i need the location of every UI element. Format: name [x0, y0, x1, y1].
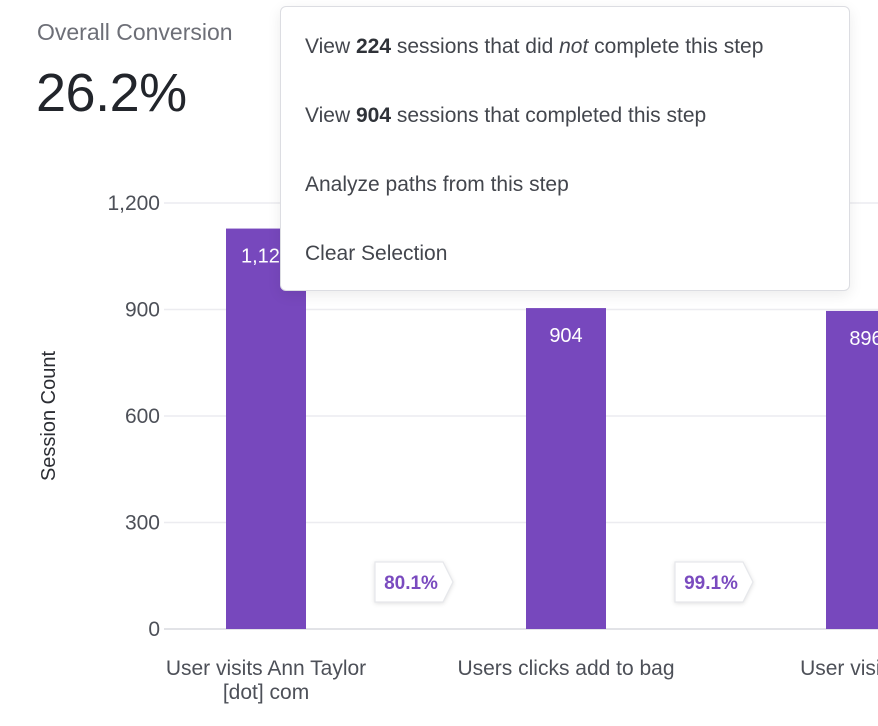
menu-text: sessions that completed this step — [391, 104, 707, 127]
y-tick-label: 1,200 — [107, 192, 160, 215]
view-completed-sessions-item[interactable]: View 904 sessions that completed this st… — [305, 104, 706, 128]
menu-text: View — [305, 104, 356, 127]
category-label: Users clicks add to bag — [457, 657, 674, 680]
bar — [526, 308, 606, 629]
overall-conversion-label: Overall Conversion — [37, 19, 233, 45]
y-axis-label: Session Count — [38, 351, 60, 482]
incomplete-count: 224 — [355, 35, 392, 58]
view-incomplete-sessions-item[interactable]: View 224 sessions that did not complete … — [305, 35, 763, 59]
bar — [826, 310, 878, 629]
bar — [226, 228, 306, 629]
menu-text: View — [305, 35, 356, 58]
bar-value-label: 904 — [549, 325, 582, 347]
step-context-menu: View 224 sessions that did not complete … — [280, 6, 850, 291]
category-label: [dot] com — [223, 681, 309, 704]
y-tick-label: 900 — [125, 299, 160, 322]
bar-value-label: 1,128 — [241, 246, 291, 268]
analyze-paths-item[interactable]: Analyze paths from this step — [305, 173, 569, 196]
menu-text: sessions that did — [391, 35, 560, 58]
step-conversion-badge — [674, 561, 754, 603]
step-conversion-rate: 80.1% — [384, 573, 438, 594]
overall-conversion-value: 26.2% — [36, 63, 187, 123]
step-conversion-rate: 99.1% — [684, 573, 738, 594]
clear-selection-item[interactable]: Clear Selection — [305, 242, 448, 265]
bar-value-label: 896 — [849, 328, 878, 350]
y-tick-label: 600 — [125, 405, 160, 428]
menu-emphasis: not — [559, 35, 589, 58]
category-label: User visits Ann Taylor — [166, 657, 366, 680]
menu-text: complete this step — [588, 35, 764, 58]
completed-count: 904 — [355, 104, 392, 127]
step-conversion-badge — [374, 561, 454, 603]
y-tick-label: 300 — [125, 512, 160, 535]
y-tick-label: 0 — [148, 618, 160, 641]
category-label: User visits the — [800, 657, 878, 680]
